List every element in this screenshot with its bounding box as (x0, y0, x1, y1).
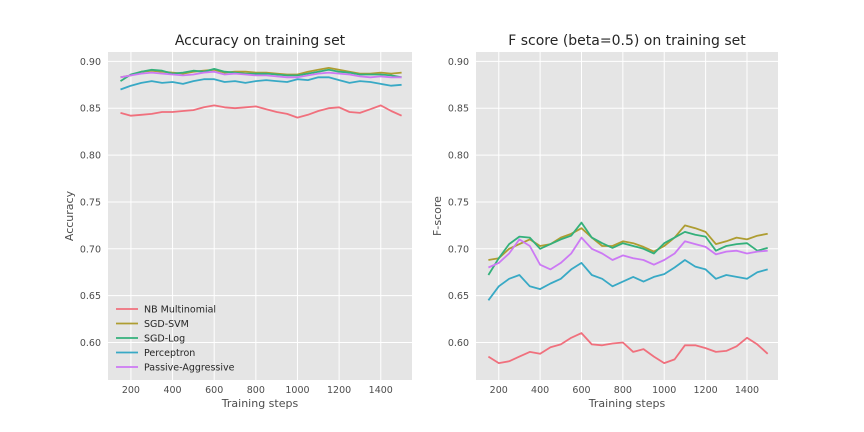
y-tick-label: 0.90 (448, 57, 469, 68)
x-tick-label: 1200 (694, 385, 718, 396)
legend: NB Multinomial SGD-SVM SGD-Log Perceptron Pa… (116, 305, 235, 374)
y-axis-label: F-score (431, 196, 444, 236)
series-line-nb-multinomial (120, 104, 402, 119)
x-tick-label: 1400 (735, 385, 759, 396)
x-tick-label: 400 (163, 385, 181, 396)
series-line-sgd-log (487, 221, 768, 276)
y-tick-label: 0.70 (80, 244, 101, 255)
fscore-chart: 200 400 600 800 1000 1200 1400 0.60 0.65 0.70 0.75… (431, 33, 778, 410)
series-line-perceptron (120, 76, 402, 91)
series-line-passive-aggressive (120, 70, 402, 79)
x-tick-label: 400 (531, 385, 549, 396)
series-line-nb-multinomial (487, 332, 769, 365)
x-axis-label: Training steps (221, 397, 299, 410)
series-line-sgd-log (120, 68, 402, 82)
accuracy-chart: 200 400 600 800 1000 1200 1400 0.60 0.65 0.70 0.75… (63, 33, 412, 410)
legend-label: Passive-Aggressive (144, 363, 235, 374)
chart-title: Accuracy on training set (175, 33, 346, 49)
plot-background (108, 52, 412, 380)
x-tick-label: 1400 (369, 385, 393, 396)
y-tick-label: 0.85 (448, 104, 469, 115)
x-tick-label: 800 (247, 385, 265, 396)
y-tick-label: 0.65 (448, 291, 469, 302)
y-tick-label: 0.60 (448, 338, 469, 349)
x-tick-label: 200 (122, 385, 140, 396)
legend-label: SGD-SVM (144, 319, 189, 330)
y-tick-label: 0.75 (80, 197, 101, 208)
chart-title: F score (beta=0.5) on training set (508, 33, 746, 49)
x-tick-label: 1200 (327, 385, 351, 396)
series-line-passive-aggressive (488, 236, 768, 271)
y-tick-label: 0.75 (448, 197, 469, 208)
y-tick-label: 0.90 (80, 57, 101, 68)
x-tick-label: 600 (205, 385, 223, 396)
x-axis-label: Training steps (588, 397, 666, 410)
x-tick-label: 600 (572, 385, 590, 396)
x-tick-label: 800 (614, 385, 632, 396)
y-tick-label: 0.85 (80, 104, 101, 115)
y-tick-label: 0.65 (80, 291, 101, 302)
y-tick-label: 0.80 (80, 151, 101, 162)
y-tick-label: 0.70 (448, 244, 469, 255)
series-line-perceptron (487, 259, 768, 301)
legend-label: SGD-Log (144, 334, 185, 345)
y-tick-label: 0.60 (80, 338, 101, 349)
x-tick-label: 200 (490, 385, 508, 396)
legend-label: NB Multinomial (144, 305, 216, 316)
y-axis-label: Accuracy (63, 190, 76, 241)
legend-label: Perceptron (144, 348, 195, 359)
x-tick-label: 1000 (285, 385, 309, 396)
plot-background (476, 52, 778, 380)
x-tick-label: 1000 (652, 385, 676, 396)
y-tick-label: 0.80 (448, 151, 469, 162)
